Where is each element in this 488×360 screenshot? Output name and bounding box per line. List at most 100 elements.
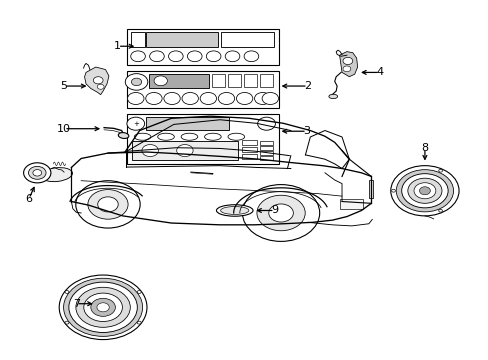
Text: 3: 3: [303, 126, 310, 136]
Circle shape: [98, 197, 118, 212]
Bar: [131, 32, 144, 46]
Ellipse shape: [328, 94, 337, 99]
Circle shape: [142, 144, 158, 157]
Text: 5: 5: [61, 81, 67, 91]
Circle shape: [242, 185, 319, 242]
Bar: [145, 32, 218, 46]
Circle shape: [91, 298, 115, 316]
Ellipse shape: [118, 132, 128, 139]
Circle shape: [88, 190, 128, 219]
Circle shape: [23, 163, 51, 183]
Bar: [339, 199, 362, 210]
Circle shape: [69, 282, 137, 333]
Bar: [242, 140, 257, 145]
Bar: [127, 114, 278, 164]
Bar: [212, 75, 224, 87]
Circle shape: [218, 93, 234, 104]
Bar: [260, 146, 273, 150]
Circle shape: [145, 93, 162, 104]
Circle shape: [182, 93, 198, 104]
Circle shape: [438, 169, 442, 172]
Ellipse shape: [181, 133, 197, 140]
Ellipse shape: [227, 133, 244, 140]
Bar: [145, 117, 228, 130]
Bar: [259, 75, 272, 87]
Bar: [227, 75, 241, 87]
Bar: [221, 32, 274, 46]
Circle shape: [257, 117, 275, 130]
Circle shape: [342, 57, 352, 64]
Ellipse shape: [41, 168, 72, 182]
Circle shape: [391, 189, 395, 192]
Circle shape: [59, 275, 147, 339]
Ellipse shape: [158, 133, 174, 140]
Circle shape: [125, 74, 147, 90]
Text: 2: 2: [304, 81, 311, 91]
Bar: [244, 75, 256, 87]
Bar: [127, 30, 278, 65]
Circle shape: [342, 66, 350, 72]
Bar: [132, 141, 237, 160]
Circle shape: [33, 170, 41, 176]
Circle shape: [206, 51, 221, 62]
Circle shape: [407, 178, 441, 203]
Circle shape: [401, 174, 447, 208]
Circle shape: [97, 84, 104, 89]
Text: 4: 4: [376, 67, 383, 77]
Text: +: +: [133, 121, 139, 127]
Ellipse shape: [134, 133, 151, 140]
Bar: [242, 147, 257, 152]
Circle shape: [256, 195, 305, 231]
Circle shape: [76, 181, 140, 228]
Circle shape: [131, 78, 142, 86]
Circle shape: [168, 51, 183, 62]
Bar: [242, 154, 257, 159]
Circle shape: [419, 187, 429, 195]
Circle shape: [28, 166, 46, 179]
Circle shape: [187, 51, 202, 62]
Polygon shape: [84, 67, 109, 95]
Circle shape: [262, 93, 278, 104]
Circle shape: [163, 93, 180, 104]
Circle shape: [268, 204, 293, 222]
Circle shape: [76, 287, 130, 327]
Circle shape: [137, 291, 141, 293]
Bar: [260, 141, 273, 145]
Circle shape: [97, 303, 109, 312]
Circle shape: [83, 293, 122, 321]
Text: 7: 7: [73, 299, 80, 309]
Circle shape: [154, 76, 167, 86]
Circle shape: [149, 51, 164, 62]
Circle shape: [127, 93, 143, 104]
Circle shape: [438, 210, 442, 212]
Circle shape: [390, 166, 458, 216]
Bar: [127, 71, 278, 108]
Circle shape: [93, 77, 103, 84]
Text: 6: 6: [25, 194, 32, 204]
Text: 8: 8: [421, 143, 427, 153]
Bar: [260, 151, 273, 155]
Text: 1: 1: [114, 41, 121, 51]
Ellipse shape: [204, 133, 221, 140]
Circle shape: [65, 291, 69, 293]
Circle shape: [63, 278, 142, 336]
Circle shape: [176, 144, 193, 157]
Circle shape: [244, 51, 258, 62]
Text: 10: 10: [57, 124, 71, 134]
Text: 9: 9: [271, 206, 278, 216]
Ellipse shape: [220, 207, 248, 215]
Circle shape: [200, 93, 216, 104]
Circle shape: [413, 183, 435, 199]
Circle shape: [395, 170, 453, 212]
Circle shape: [130, 51, 145, 62]
Bar: [368, 180, 372, 198]
Bar: [148, 74, 209, 87]
Polygon shape: [339, 51, 357, 77]
Circle shape: [137, 321, 141, 324]
Circle shape: [254, 93, 270, 104]
Bar: [260, 156, 273, 160]
Circle shape: [236, 93, 252, 104]
Ellipse shape: [216, 205, 252, 216]
Circle shape: [225, 51, 239, 62]
Circle shape: [65, 321, 69, 324]
